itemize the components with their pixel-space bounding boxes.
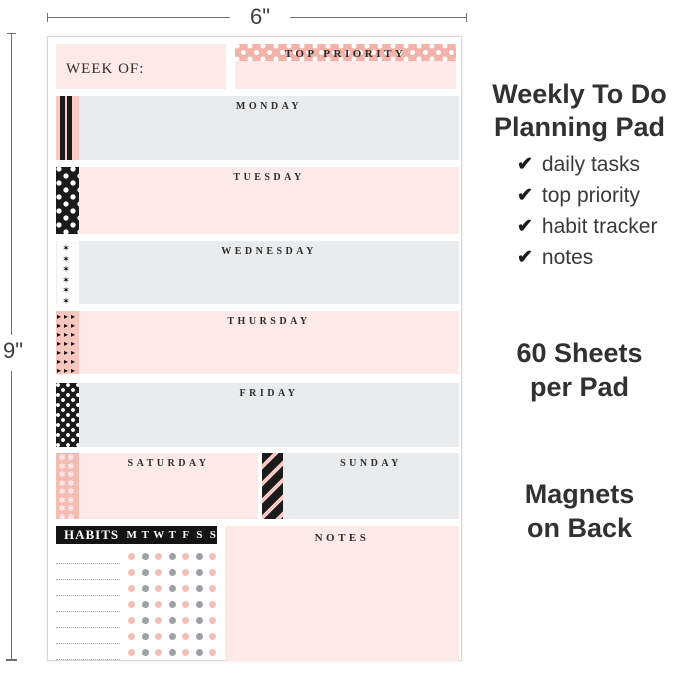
saturday-box: SATURDAY (79, 453, 258, 519)
check-icon: ✔ (517, 185, 533, 206)
washi-tape-polkadot-icon (56, 167, 79, 234)
thursday-box: THURSDAY (79, 311, 459, 374)
week-of-box: WEEK OF: (56, 44, 226, 89)
top-priority-tape: TOP PRIORITY (235, 44, 456, 61)
feature-label: daily tasks (541, 152, 640, 176)
friday-box: FRIDAY (79, 383, 459, 447)
feature-top-priority: ✔ top priority (517, 180, 657, 211)
feature-label: habit tracker (541, 214, 658, 238)
monday-label: MONDAY (235, 101, 303, 112)
notes-box: NOTES (225, 526, 459, 661)
washi-tape-vertical-stripes-icon (56, 96, 79, 160)
washi-tape-triangles-icon: ▸▸▸▸▸▸▸▸▸▸▸▸▸▸▸▸▸▸▸▸▸▸▸▸▸▸ (56, 311, 79, 374)
day-row-wednesday: ✶✶✶✶✶✶✶✶✶✶✶✶✶✶✶✶✶✶ WEDNESDAY (56, 241, 459, 304)
width-dim-line-right (290, 17, 467, 18)
washi-tape-diagonal-stripes-icon (262, 453, 283, 519)
feature-label: notes (541, 245, 594, 269)
feature-notes: ✔ notes (517, 242, 657, 273)
tuesday-label: TUESDAY (233, 172, 305, 183)
sheets-claim-line1: 60 Sheets (516, 338, 643, 368)
saturday-label: SATURDAY (127, 458, 210, 469)
day-row-monday: MONDAY (56, 96, 459, 160)
feature-daily-tasks: ✔ daily tasks (517, 149, 657, 180)
width-dim-line-left (47, 17, 230, 18)
feature-label: top priority (541, 183, 640, 207)
height-dim-line-bottom (11, 371, 12, 660)
check-icon: ✔ (517, 247, 533, 268)
feature-habit-tracker: ✔ habit tracker (517, 211, 657, 242)
planner-page: WEEK OF: TOP PRIORITY MONDAY TUESDAY ✶✶✶… (47, 36, 462, 661)
habits-title: HABITS (64, 527, 120, 542)
sheets-claim-line2: per Pad (529, 372, 630, 402)
friday-label: FRIDAY (239, 388, 299, 399)
thursday-label: THURSDAY (227, 316, 311, 327)
magnets-claim: Magnets on Back (480, 477, 679, 545)
wednesday-label: WEDNESDAY (221, 246, 317, 257)
habit-lines (56, 548, 120, 660)
width-dim-right-tick (466, 13, 467, 22)
product-title-line2: Planning Pad (493, 112, 666, 142)
notes-label: NOTES (314, 532, 370, 544)
magnets-claim-line1: Magnets (524, 479, 635, 509)
width-dim-label: 6" (249, 4, 271, 29)
sunday-label: SUNDAY (340, 458, 402, 469)
magnets-claim-line2: on Back (526, 513, 633, 543)
height-dim-line-top (11, 33, 12, 335)
washi-tape-small-dots-icon (56, 383, 79, 447)
wednesday-box: WEDNESDAY (79, 241, 459, 304)
check-icon: ✔ (517, 154, 533, 175)
feature-list: ✔ daily tasks ✔ top priority ✔ habit tra… (517, 149, 657, 273)
washi-tape-stars-icon: ✶✶✶✶✶✶✶✶✶✶✶✶✶✶✶✶✶✶ (56, 241, 79, 304)
product-title: Weekly To Do Planning Pad (480, 78, 679, 144)
sheets-claim: 60 Sheets per Pad (480, 336, 679, 404)
day-row-friday: FRIDAY (56, 383, 459, 447)
day-row-tuesday: TUESDAY (56, 167, 459, 234)
week-of-label: WEEK OF: (66, 61, 145, 77)
height-dim-bottom-tick (6, 659, 17, 661)
height-dim-label: 9" (2, 338, 24, 363)
sunday-box: SUNDAY (283, 453, 459, 519)
monday-box: MONDAY (79, 96, 459, 160)
washi-tape-sprinkles-icon: ✻✻✻✻✻✻✻✻✻✻✻✻✻✻✻✻✻✻✻✻✻✻✻✻✻✻✻✻✻✻ (56, 453, 79, 519)
habit-dot-grid (125, 548, 220, 660)
weekend-row: ✻✻✻✻✻✻✻✻✻✻✻✻✻✻✻✻✻✻✻✻✻✻✻✻✻✻✻✻✻✻ SATURDAY … (56, 453, 459, 519)
check-icon: ✔ (517, 216, 533, 237)
tuesday-box: TUESDAY (79, 167, 459, 234)
top-priority-box: TOP PRIORITY (235, 44, 456, 89)
top-priority-label: TOP PRIORITY (284, 48, 407, 60)
day-row-thursday: ▸▸▸▸▸▸▸▸▸▸▸▸▸▸▸▸▸▸▸▸▸▸▸▸▸▸ THURSDAY (56, 311, 459, 374)
product-title-line1: Weekly To Do (492, 79, 667, 109)
